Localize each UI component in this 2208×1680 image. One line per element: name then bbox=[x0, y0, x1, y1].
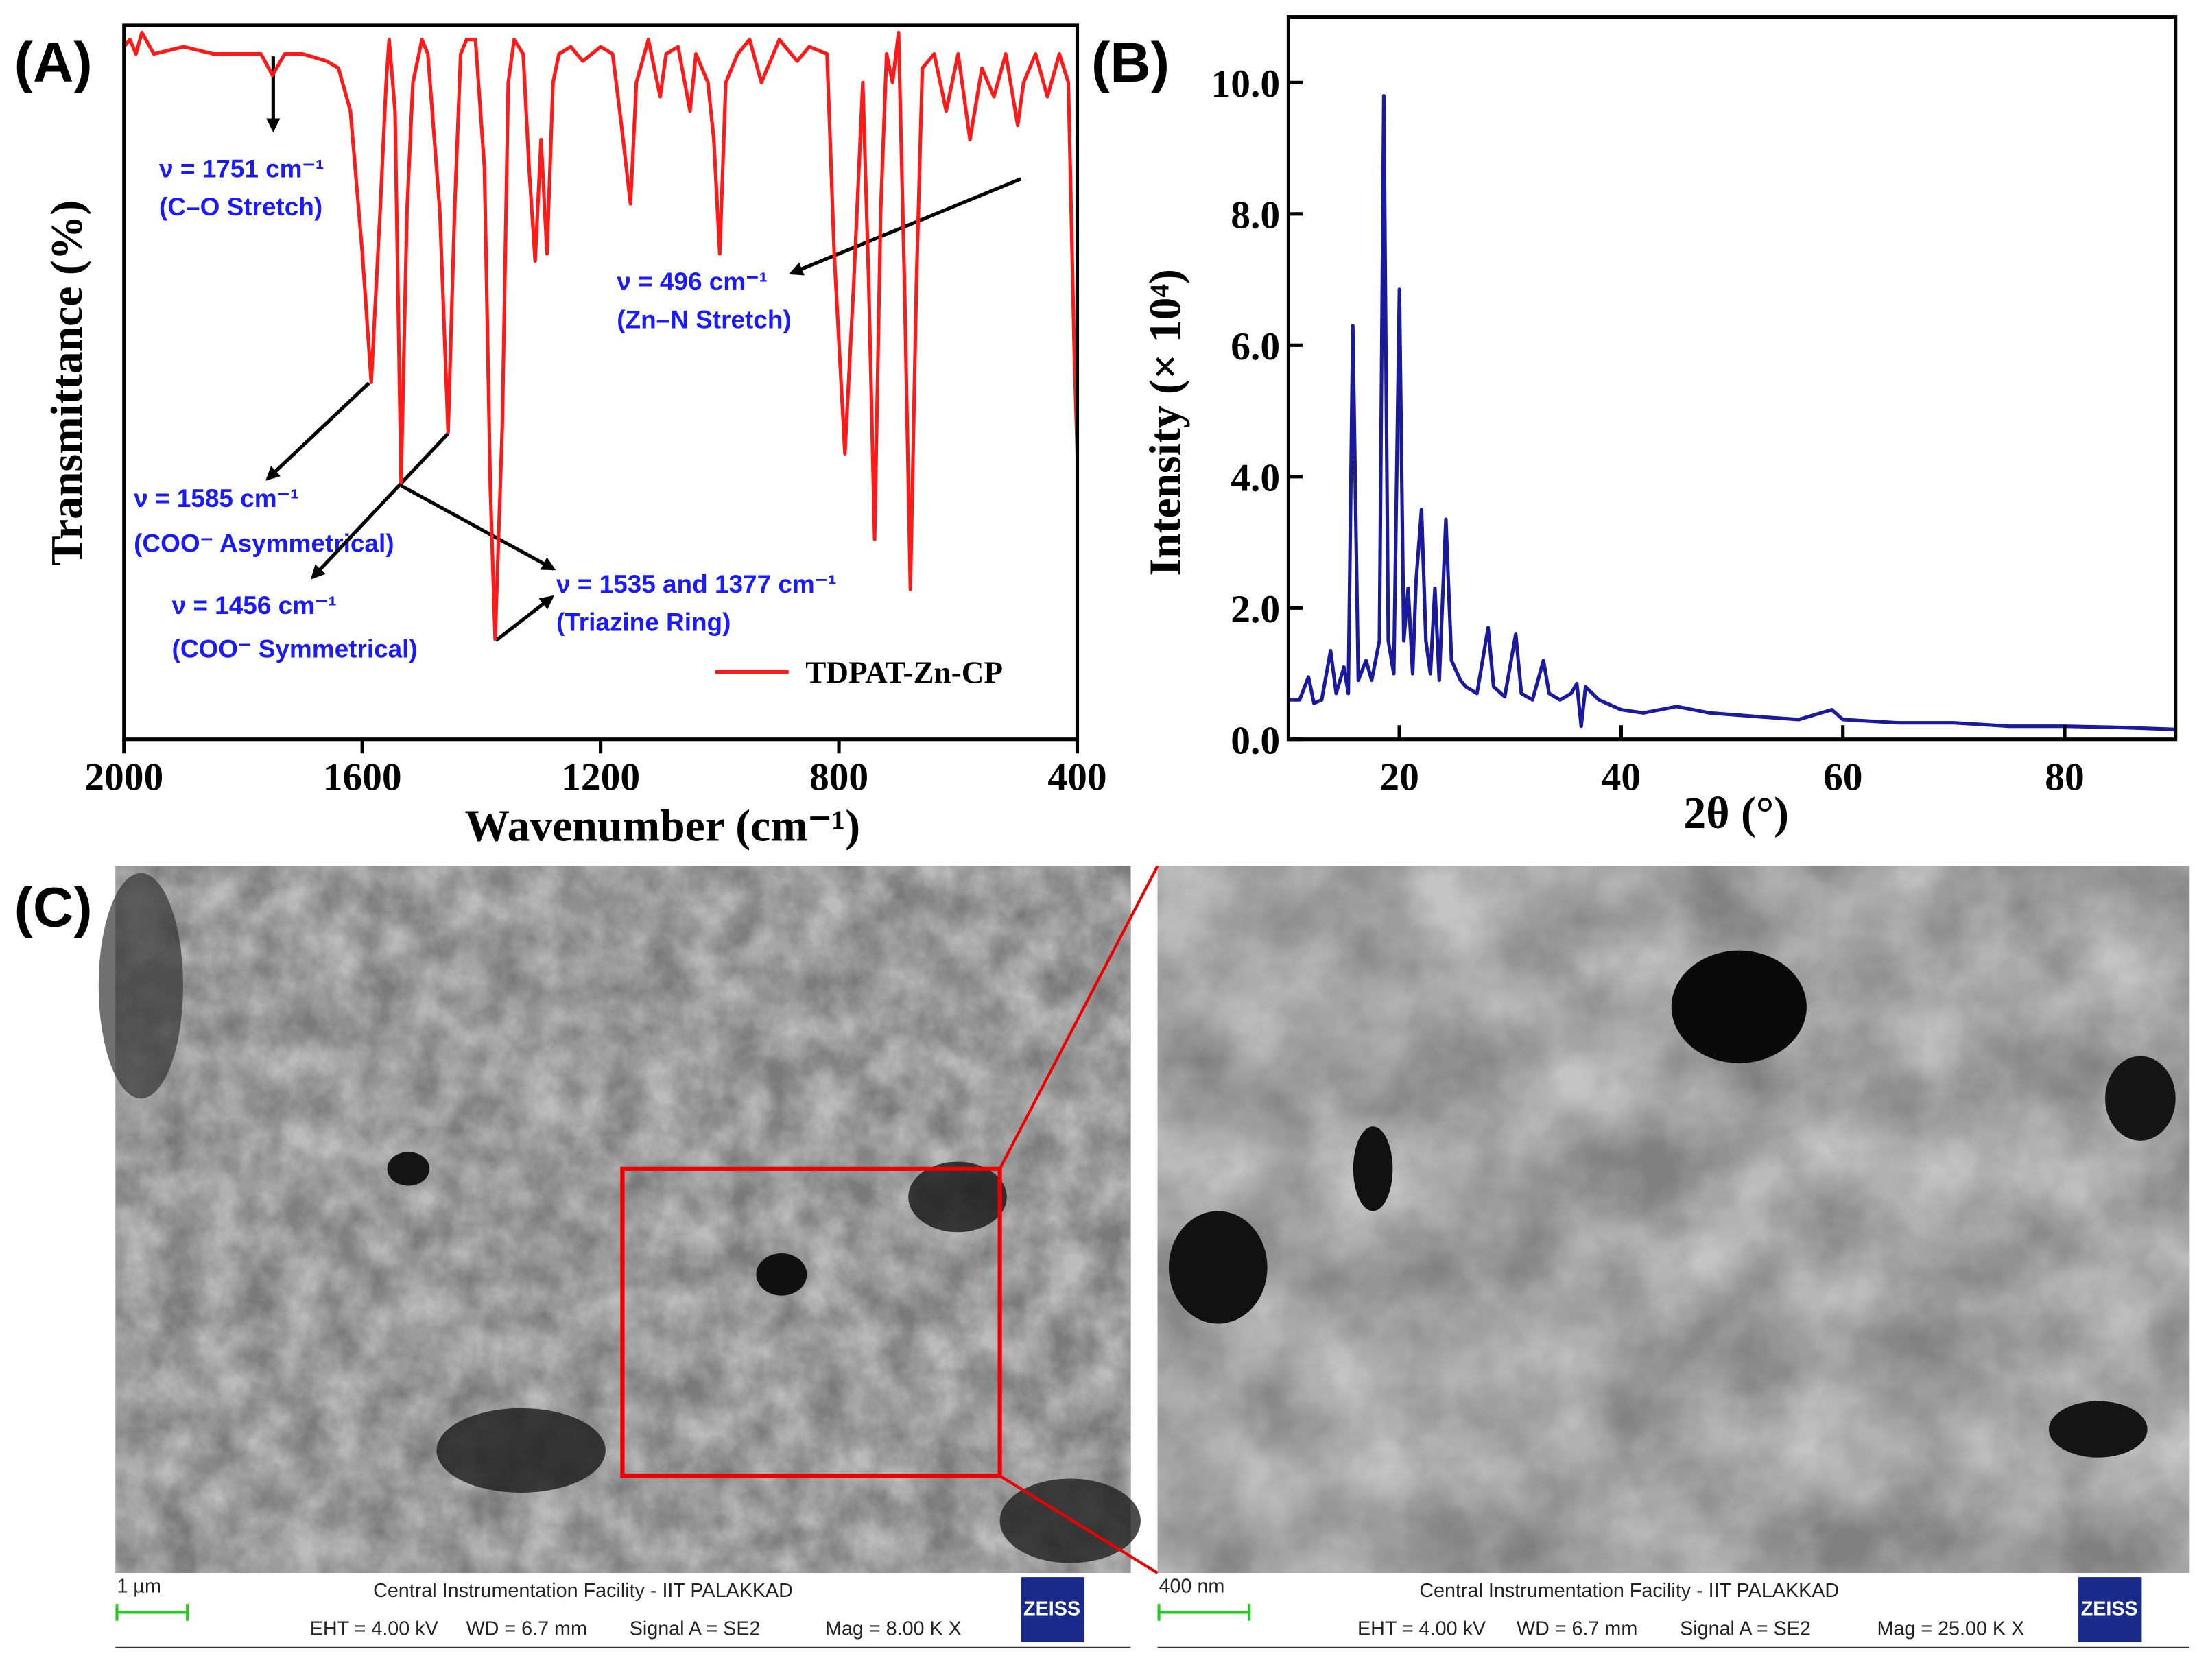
y-tick-label: 6.0 bbox=[1231, 325, 1280, 368]
x-axis-label: 2θ (°) bbox=[1683, 788, 1789, 838]
signal: Signal A = SE2 bbox=[630, 1618, 761, 1640]
y-tick-label: 8.0 bbox=[1231, 193, 1280, 237]
logo bbox=[2078, 1577, 2142, 1642]
panel-label: (A) bbox=[14, 32, 93, 94]
annotation: ν = 1751 cm⁻¹ bbox=[159, 155, 324, 183]
sem-info-bar: 1 µm Central Instrumentation Facility - … bbox=[115, 1576, 1131, 1648]
annotation: ν = 496 cm⁻¹ bbox=[617, 268, 768, 296]
scale-bar-label: 1 µm bbox=[117, 1576, 161, 1598]
sem-image-left bbox=[98, 866, 1141, 1573]
data-line bbox=[1288, 94, 2176, 731]
x-tick-label: 400 bbox=[1047, 756, 1106, 799]
x-tick-label: 80 bbox=[2045, 756, 2084, 799]
zoom-line bbox=[999, 1474, 1159, 1574]
annotation: (C–O Stretch) bbox=[159, 193, 322, 221]
annotation: ν = 1535 and 1377 cm⁻¹ bbox=[556, 570, 837, 598]
logo-text: ZEISS bbox=[2081, 1598, 2138, 1620]
annotation: ν = 1456 cm⁻¹ bbox=[172, 591, 337, 619]
panel-label: (B) bbox=[1091, 32, 1170, 94]
zoom-line bbox=[998, 865, 1159, 1170]
scale-bar bbox=[115, 1604, 189, 1621]
x-axis-label: Wavenumber (cm⁻¹) bbox=[465, 801, 861, 851]
mag: Mag = 8.00 K X bbox=[825, 1618, 962, 1640]
y-tick-label: 4.0 bbox=[1231, 456, 1280, 499]
logo-text: ZEISS bbox=[1023, 1598, 1080, 1620]
x-tick-label: 20 bbox=[1379, 756, 1418, 799]
annotation: (Zn–N Stretch) bbox=[617, 305, 791, 333]
x-tick-label: 2000 bbox=[84, 756, 163, 799]
eht: EHT = 4.00 kV bbox=[1357, 1618, 1486, 1640]
scale-bar bbox=[1157, 1604, 1250, 1621]
logo bbox=[1021, 1577, 1084, 1642]
x-tick-label: 800 bbox=[809, 756, 868, 799]
x-tick-label: 60 bbox=[1823, 756, 1862, 799]
panel-label: (C) bbox=[14, 877, 93, 939]
y-axis-label: Intensity (× 10⁴) bbox=[1140, 269, 1190, 576]
signal: Signal A = SE2 bbox=[1680, 1618, 1811, 1640]
sem-image-right bbox=[1157, 866, 2190, 1573]
y-tick-label: 2.0 bbox=[1231, 588, 1280, 631]
arrow bbox=[495, 595, 555, 643]
facility: Central Instrumentation Facility - IIT P… bbox=[373, 1580, 793, 1602]
scale-bar-label: 400 nm bbox=[1159, 1576, 1225, 1598]
annotation: (Triazine Ring) bbox=[556, 608, 731, 637]
plot-frame bbox=[1286, 15, 2178, 742]
x-tick-label: 1600 bbox=[323, 756, 402, 799]
data-line bbox=[122, 30, 1080, 641]
mag: Mag = 25.00 K X bbox=[1877, 1618, 2024, 1640]
y-tick-label: 0.0 bbox=[1231, 719, 1280, 762]
facility: Central Instrumentation Facility - IIT P… bbox=[1419, 1580, 1839, 1602]
y-tick-label: 10.0 bbox=[1211, 62, 1281, 106]
wd: WD = 6.7 mm bbox=[466, 1618, 587, 1640]
arrow bbox=[400, 484, 556, 571]
sem-info-bar: 400 nm Central Instrumentation Facility … bbox=[1157, 1576, 2190, 1648]
legend-label: TDPAT-Zn-CP bbox=[805, 656, 1003, 690]
eht: EHT = 4.00 kV bbox=[310, 1618, 439, 1640]
x-tick-label: 1200 bbox=[561, 756, 640, 799]
zoom-box bbox=[620, 1166, 1002, 1478]
y-axis-label: Transmittance (%) bbox=[42, 200, 92, 566]
arrow bbox=[788, 177, 1022, 276]
arrow bbox=[311, 432, 449, 580]
annotations: ν = 1751 cm⁻¹ (C–O Stretch) ν = 496 cm⁻¹… bbox=[134, 56, 1022, 663]
x-tick-label: 40 bbox=[1602, 756, 1641, 799]
wd: WD = 6.7 mm bbox=[1517, 1618, 1637, 1640]
arrow bbox=[265, 381, 370, 481]
annotation: (COO⁻ Asymmetrical) bbox=[134, 530, 394, 558]
annotation: (COO⁻ Symmetrical) bbox=[172, 635, 418, 663]
annotation: ν = 1585 cm⁻¹ bbox=[134, 484, 298, 512]
